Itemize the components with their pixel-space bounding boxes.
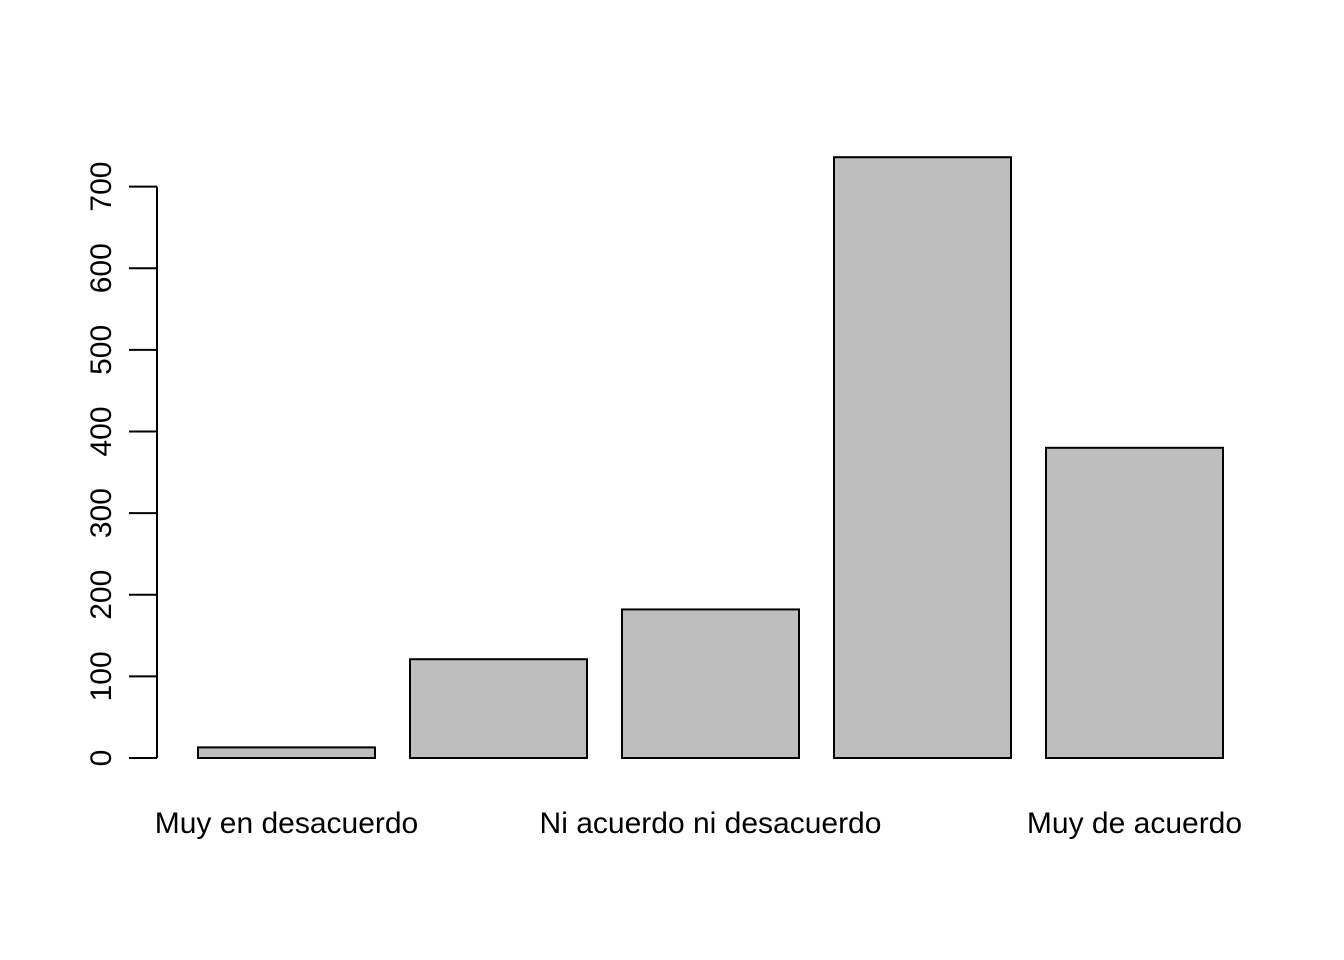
y-tick-label-0: 0 bbox=[85, 750, 118, 767]
y-tick-label-200: 200 bbox=[85, 570, 118, 620]
bar-3 bbox=[621, 608, 800, 760]
y-axis: 0 100 200 300 400 500 600 700 bbox=[85, 162, 158, 767]
bars-group bbox=[197, 156, 1224, 760]
bar-1 bbox=[197, 746, 376, 760]
y-tick-label-700: 700 bbox=[85, 162, 118, 212]
y-tick-label-300: 300 bbox=[85, 488, 118, 538]
x-axis-labels: Muy en desacuerdo Ni acuerdo ni desacuerd… bbox=[155, 807, 1242, 840]
category-label-1: Muy en desacuerdo bbox=[155, 807, 419, 840]
bar-4 bbox=[833, 156, 1012, 760]
y-tick-label-500: 500 bbox=[85, 325, 118, 375]
y-tick-label-400: 400 bbox=[85, 406, 118, 456]
y-tick-label-100: 100 bbox=[85, 651, 118, 701]
bar-2 bbox=[409, 658, 588, 760]
category-label-5: Muy de acuerdo bbox=[1027, 807, 1242, 840]
bar-5 bbox=[1045, 446, 1224, 759]
y-tick-label-600: 600 bbox=[85, 243, 118, 293]
category-label-3: Ni acuerdo ni desacuerdo bbox=[540, 807, 882, 840]
